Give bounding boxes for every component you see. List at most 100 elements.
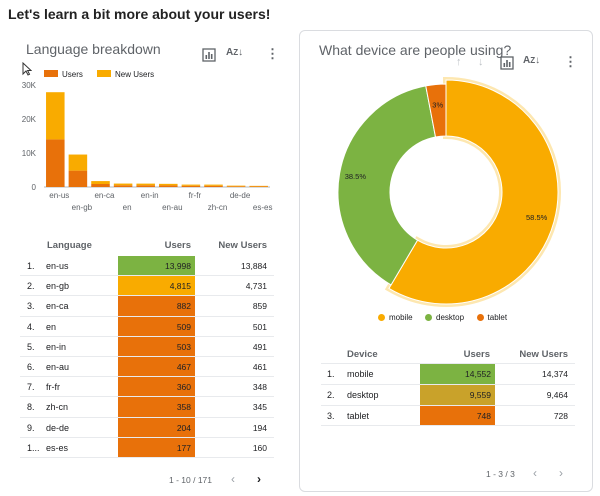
row-language: en [46, 321, 57, 332]
legend-swatch [378, 314, 385, 321]
row-divider [321, 404, 575, 406]
bar-new-users-es-es[interactable] [249, 185, 268, 187]
bar-new-users-en-gb[interactable] [68, 154, 88, 171]
legend-swatch-new-users [97, 70, 111, 77]
x-tick-label: en-ca [94, 191, 115, 200]
table-row[interactable]: 8. zh-cn 358 345 [20, 397, 274, 418]
table-row[interactable]: 3. tablet 748 728 [321, 405, 575, 427]
table-row[interactable]: 2. desktop 9,559 9,464 [321, 384, 575, 406]
row-divider [20, 396, 274, 398]
users-heat-cell [118, 316, 195, 336]
bar-new-users-en[interactable] [113, 183, 133, 186]
table-row[interactable]: 6. en-au 467 461 [20, 357, 274, 378]
row-new-users: 348 [252, 382, 267, 393]
row-rank: 1... [27, 442, 40, 453]
bar-chart-title: Language breakdown [26, 41, 161, 57]
users-heat-cell [118, 256, 195, 276]
arrow-up-icon[interactable]: ↑ [456, 56, 462, 68]
sort-az-icon[interactable]: AZ↓ [523, 55, 541, 66]
bar-new-users-en-in[interactable] [136, 183, 155, 186]
bar-users-zh-cn[interactable] [204, 185, 223, 187]
row-new-users: 728 [553, 410, 568, 421]
table-row[interactable]: 1. en-us 13,998 13,884 [20, 256, 274, 277]
row-divider [20, 436, 274, 438]
row-new-users: 4,731 [245, 281, 267, 292]
row-users: 204 [176, 422, 191, 433]
prev-page-button[interactable]: ‹ [231, 472, 235, 486]
slice-label-tablet: 3% [432, 100, 443, 109]
bar-users-en-ca[interactable] [91, 184, 110, 187]
row-users: 177 [176, 442, 191, 453]
arrow-down-icon[interactable]: ↓ [478, 56, 484, 68]
bar-users-fr-fr[interactable] [181, 185, 201, 187]
col-header-language[interactable]: Language [47, 240, 92, 251]
sort-az-icon[interactable]: AZ↓ [226, 47, 244, 58]
legend-label: Users [62, 70, 83, 79]
chart-bar-icon[interactable] [500, 56, 514, 70]
bar-new-users-de-de[interactable] [226, 185, 246, 187]
row-rank: 8. [27, 402, 35, 413]
bar-users-en-au[interactable] [159, 185, 178, 187]
bar-users-de-de[interactable] [226, 186, 246, 187]
row-new-users: 491 [252, 341, 267, 352]
slice-mobile[interactable] [388, 79, 559, 305]
col-header-new-users[interactable]: New Users [218, 240, 267, 251]
row-divider [321, 383, 575, 385]
x-tick-label: es-es [253, 203, 273, 212]
table-row[interactable]: 1. mobile 14,552 14,374 [321, 364, 575, 385]
table-row[interactable]: 1... es-es 177 160 [20, 437, 274, 458]
prev-page-button[interactable]: ‹ [533, 466, 537, 480]
table-row[interactable]: 4. en 509 501 [20, 316, 274, 337]
bar-new-users-en-au[interactable] [159, 183, 178, 186]
row-new-users: 345 [252, 402, 267, 413]
bar-new-users-fr-fr[interactable] [181, 184, 201, 186]
x-tick-label: en-us [49, 191, 69, 200]
chart-bar-icon[interactable] [202, 48, 216, 62]
x-tick-label: de-de [230, 191, 251, 200]
row-new-users: 9,464 [546, 389, 568, 400]
table-row[interactable]: 7. fr-fr 360 348 [20, 377, 274, 398]
x-tick-label: en-in [141, 191, 159, 200]
col-header-new-users[interactable]: New Users [519, 349, 568, 360]
cursor-icon [22, 61, 33, 81]
col-header-device[interactable]: Device [347, 349, 378, 360]
more-vert-icon[interactable]: ⋮ [564, 54, 577, 69]
row-users: 509 [176, 321, 191, 332]
bar-users-es-es[interactable] [249, 186, 268, 187]
bar-new-users-en-us[interactable] [46, 92, 65, 140]
table-row[interactable]: 5. en-in 503 491 [20, 336, 274, 357]
row-rank: 2. [27, 281, 35, 292]
table-row[interactable]: 3. en-ca 882 859 [20, 296, 274, 317]
slice-tablet[interactable] [425, 83, 447, 138]
next-page-button[interactable]: › [257, 472, 261, 486]
row-language: en-us [46, 261, 69, 271]
row-divider [20, 456, 274, 458]
users-heat-cell [420, 405, 495, 426]
bar-users-en-us[interactable] [46, 139, 65, 187]
row-rank: 6. [27, 362, 35, 372]
bar-users-en-in[interactable] [136, 185, 155, 187]
bar-users-en[interactable] [113, 185, 133, 187]
bar-new-users-en-ca[interactable] [91, 181, 110, 185]
users-heat-cell [118, 437, 195, 457]
col-header-users[interactable]: Users [463, 349, 490, 360]
row-users: 358 [176, 402, 191, 413]
bar-new-users-zh-cn[interactable] [204, 184, 223, 186]
donut-legend: mobile desktop tablet [378, 308, 507, 326]
row-new-users: 461 [252, 362, 267, 372]
y-tick-label: 20K [22, 115, 37, 124]
users-heat-cell [118, 276, 195, 296]
col-header-users[interactable]: Users [164, 240, 191, 251]
next-page-button[interactable]: › [559, 466, 563, 480]
table-row[interactable]: 9. de-de 204 194 [20, 417, 274, 438]
language-pagination-text: 1 - 10 / 171 [169, 475, 213, 485]
table-row[interactable]: 2. en-gb 4,815 4,731 [20, 276, 274, 297]
users-heat-cell [118, 377, 195, 397]
row-new-users: 160 [252, 442, 267, 453]
bar-users-en-gb[interactable] [68, 170, 88, 187]
more-vert-icon[interactable]: ⋮ [266, 46, 279, 61]
slice-desktop[interactable] [337, 85, 437, 286]
device-donut-chart: 58.5% 38.5% 3% [337, 76, 561, 307]
row-users: 882 [176, 301, 191, 312]
